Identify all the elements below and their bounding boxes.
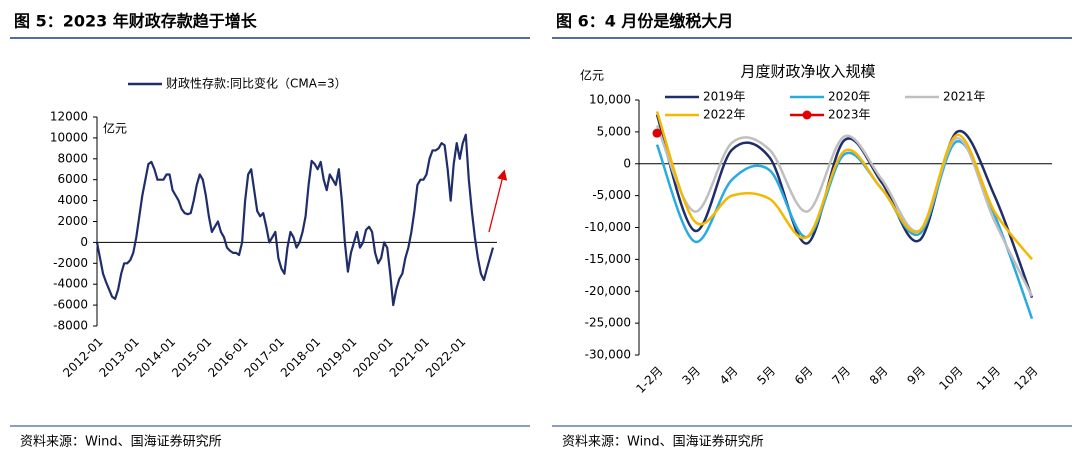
legend-label: 2020年 [828, 90, 871, 104]
legend-label: 2021年 [943, 90, 986, 104]
x-tick-label: 8月 [867, 364, 891, 388]
chart-title: 图 5：2023 年财政存款趋于增长 [14, 12, 258, 31]
y-tick-label: -20,000 [585, 284, 631, 298]
data-line [655, 111, 1033, 261]
legend-label: 2022年 [703, 108, 746, 122]
x-tick-label: 1-2月 [633, 364, 665, 396]
data-line [655, 125, 1034, 297]
legend-marker [802, 110, 812, 120]
source: 资料来源：Wind、国海证券研究所 [562, 434, 764, 450]
x-tick-label: 4月 [717, 364, 741, 388]
x-tick-label: 7月 [829, 364, 853, 388]
y-tick-label: -8000 [53, 319, 88, 333]
x-tick-label: 12月 [1011, 364, 1040, 393]
y-tick-label: -6000 [53, 298, 88, 312]
legend-label: 2023年 [828, 108, 871, 122]
x-tick-label: 5月 [754, 364, 778, 388]
legend-label: 财政性存款:同比变化（CMA=3） [166, 76, 347, 91]
y-tick-label: -30,000 [585, 348, 631, 362]
y-tick-label: 10,000 [589, 93, 631, 107]
y-tick-label: 0 [80, 235, 88, 249]
legend-label: 2019年 [703, 90, 746, 104]
x-tick-label: 3月 [679, 364, 703, 388]
y-tick-label: 8000 [57, 151, 88, 165]
y-unit: 亿元 [580, 68, 604, 83]
data-line [655, 114, 1034, 299]
x-tick-label: 6月 [792, 364, 816, 388]
y-tick-label: 10000 [50, 130, 88, 144]
data-line [95, 133, 495, 307]
y-tick-label: -4000 [53, 277, 88, 291]
y-tick-label: 2000 [57, 214, 88, 228]
chart-title: 图 6：4 月份是缴税大月 [556, 12, 733, 31]
y-tick-label: 0 [623, 156, 631, 170]
source: 资料来源：Wind、国海证券研究所 [20, 434, 222, 450]
x-tick-label: 11月 [974, 364, 1003, 393]
x-tick-label: 2022-01 [423, 335, 468, 380]
y-tick-label: 5,000 [597, 124, 631, 138]
y-tick-label: -2000 [53, 256, 88, 270]
y-unit: 亿元 [103, 121, 127, 136]
chart-subtitle: 月度财政净收入规模 [740, 63, 875, 81]
y-tick-label: 12000 [50, 110, 88, 124]
y-tick-label: 4000 [57, 193, 88, 207]
y-tick-label: -5,000 [592, 188, 631, 202]
x-tick-label: 10月 [936, 364, 965, 393]
y-tick-label: -15,000 [585, 252, 631, 266]
x-tick-label: 9月 [904, 364, 928, 388]
y-tick-label: 6000 [57, 172, 88, 186]
y-tick-label: -25,000 [585, 316, 631, 330]
y-tick-label: -10,000 [585, 220, 631, 234]
annotation-arrow [488, 169, 508, 233]
data-point [652, 128, 662, 138]
